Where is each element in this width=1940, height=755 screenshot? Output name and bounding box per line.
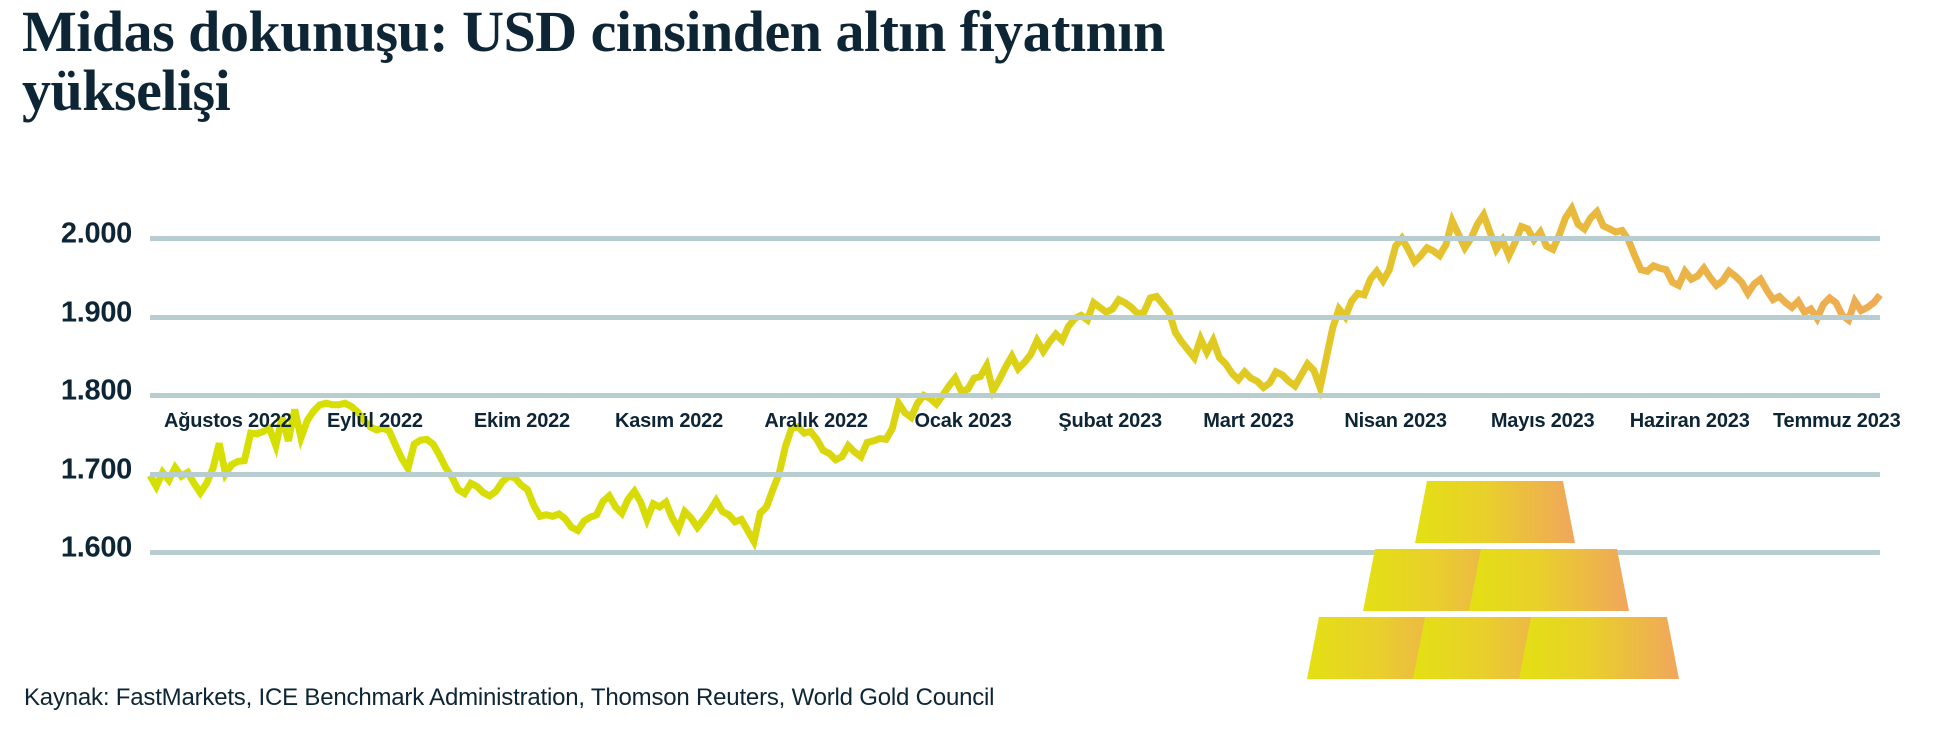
- plot-area: [150, 203, 1880, 576]
- x-axis-labels: Ağustos 2022 Eylül 2022 Ekim 2022 Kasım 202…: [150, 410, 1901, 450]
- y-axis-tick-label: 1.800: [60, 374, 132, 407]
- y-axis-tick-label: 1.900: [60, 296, 132, 329]
- y-axis-tick-label: 2.000: [60, 217, 132, 250]
- gold-bars-icon: [1295, 481, 1695, 696]
- y-axis-tick-label: 1.700: [60, 453, 132, 486]
- source-note: Kaynak: FastMarkets, ICE Benchmark Admin…: [24, 684, 995, 711]
- gridline: [150, 471, 1880, 477]
- x-axis-tick-label: Eylül 2022: [326, 410, 423, 432]
- x-axis-tick-label: Şubat 2023: [1058, 410, 1162, 432]
- gold-price-line-series: [150, 203, 1880, 576]
- x-axis-tick-label: Ocak 2023: [914, 410, 1012, 432]
- x-axis-tick-label: Kasım 2022: [614, 410, 724, 432]
- gridline: [150, 314, 1880, 320]
- x-axis-tick-label: Haziran 2023: [1629, 410, 1750, 432]
- x-axis-tick-label: Ağustos 2022: [164, 410, 292, 432]
- x-axis-tick-label: Mart 2023: [1203, 410, 1294, 432]
- gridline: [150, 236, 1880, 242]
- y-axis-tick-label: 1.600: [60, 531, 132, 564]
- x-axis-tick-label: Mayıs 2023: [1490, 410, 1595, 432]
- x-axis-tick-label: Ekim 2022: [473, 410, 570, 432]
- gridline: [150, 393, 1880, 399]
- gridline: [150, 550, 1880, 556]
- x-axis-tick-label: Aralık 2022: [764, 410, 868, 432]
- x-axis-tick-label: Temmuz 2023: [1773, 410, 1901, 432]
- x-axis-tick-label: Nisan 2023: [1344, 410, 1447, 432]
- page-title: Midas dokunuşu: USD cinsinden altın fiya…: [22, 0, 1165, 124]
- chart-container: 1.600 1.700 1.800 1.900 2.000: [0, 178, 1940, 679]
